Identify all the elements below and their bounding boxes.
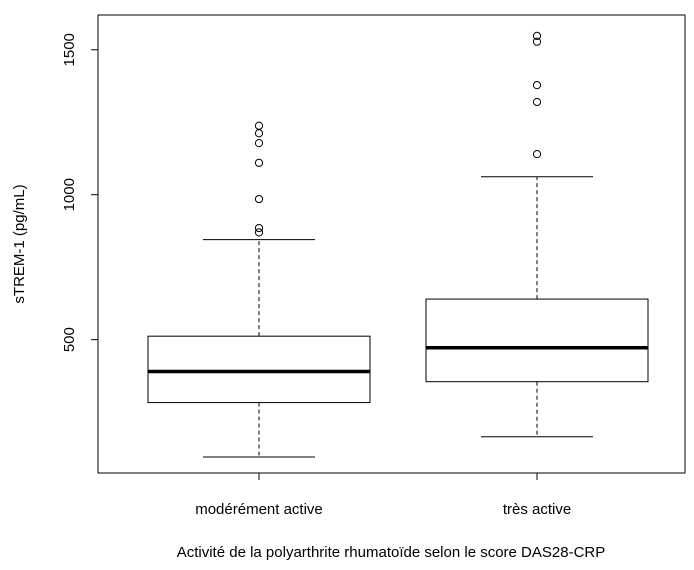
outlier-point <box>532 97 542 107</box>
y-axis: 500 1000 1500 <box>61 33 98 352</box>
outlier-point <box>532 37 542 46</box>
x-tick-label: modérément active <box>195 501 323 518</box>
box-iqr <box>425 298 649 383</box>
box-group <box>147 121 371 458</box>
x-axis: modérément active très active <box>195 473 571 518</box>
y-tick-label: 1000 <box>61 178 78 211</box>
plot-frame <box>97 14 686 474</box>
outlier-point <box>254 139 264 148</box>
y-tick-label: 500 <box>61 327 78 352</box>
outlier-point <box>254 158 264 167</box>
box-iqr <box>147 335 371 404</box>
box-group <box>425 31 649 438</box>
outlier-point <box>254 129 264 138</box>
outlier-point <box>532 31 542 40</box>
y-tick-label: 1500 <box>61 33 78 66</box>
boxes-layer <box>147 31 649 458</box>
x-axis-label: Activité de la polyarthrite rhumatoïde s… <box>177 544 606 561</box>
outlier-point <box>254 223 264 233</box>
outlier-point <box>254 228 264 237</box>
outlier-point <box>532 150 542 159</box>
outlier-point <box>532 81 542 90</box>
outlier-point <box>254 194 264 204</box>
x-tick-label: très active <box>503 501 571 518</box>
y-axis-label: sTREM-1 (pg/mL) <box>11 184 28 303</box>
outlier-point <box>254 121 264 130</box>
